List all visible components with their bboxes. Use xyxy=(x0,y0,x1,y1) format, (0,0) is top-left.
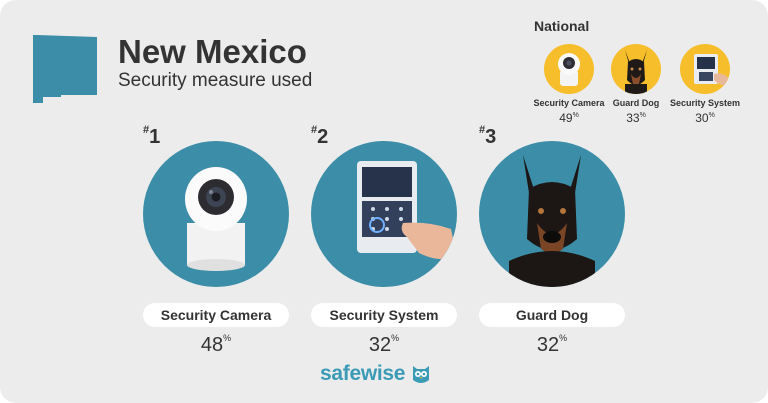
national-item-guard-dog: Guard Dog 33% xyxy=(598,44,674,125)
security-system-icon xyxy=(311,141,457,287)
national-item-security-system: Security System 30% xyxy=(667,44,743,125)
ranking-percent: 32% xyxy=(368,333,400,356)
security-camera-icon xyxy=(143,141,289,287)
security-system-icon xyxy=(680,44,730,94)
rank-label: #3 xyxy=(479,124,497,148)
ranking-label: Security Camera xyxy=(143,303,289,327)
guard-dog-icon xyxy=(479,141,625,287)
national-item-security-camera: Security Camera 49% xyxy=(531,44,607,125)
owl-icon xyxy=(413,366,430,383)
ranking-percent: 48% xyxy=(200,333,232,356)
ranking-percent: 32% xyxy=(536,333,568,356)
rank-label: #2 xyxy=(311,124,329,148)
national-percent: 33% xyxy=(626,111,646,125)
rank-label: #1 xyxy=(143,124,161,148)
national-label: Guard Dog xyxy=(612,98,660,108)
security-camera-icon xyxy=(544,44,594,94)
guard-dog-icon xyxy=(611,44,661,94)
national-percent: 30% xyxy=(695,111,715,125)
safewise-logo: safewise xyxy=(320,362,433,386)
brand-name: safewise xyxy=(320,362,406,385)
national-percent: 49% xyxy=(559,111,579,125)
national-label: Security System xyxy=(669,98,741,108)
ranking-label: Guard Dog xyxy=(479,303,625,327)
ranking-label: Security System xyxy=(311,303,457,327)
national-label: Security Camera xyxy=(533,98,605,108)
new-mexico-state-icon xyxy=(33,35,97,103)
page-title: New Mexico xyxy=(118,33,307,70)
page-subtitle: Security measure used xyxy=(118,70,313,91)
national-title: National xyxy=(534,18,590,34)
